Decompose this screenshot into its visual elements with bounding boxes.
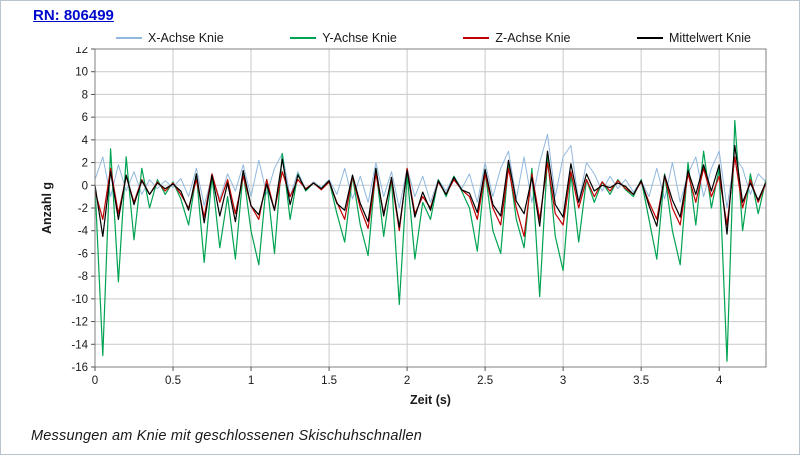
gridlines xyxy=(94,48,766,368)
chart-legend: X-Achse Knie Y-Achse Knie Z-Achse Knie Mitt… xyxy=(116,31,751,45)
svg-text:0: 0 xyxy=(82,180,88,192)
legend-item-3: Z-Achse Knie xyxy=(463,31,570,45)
svg-text:3: 3 xyxy=(560,375,566,387)
svg-text:-14: -14 xyxy=(71,339,88,351)
svg-text:6: 6 xyxy=(82,112,88,124)
svg-text:0: 0 xyxy=(92,375,98,387)
legend-item-2: Y-Achse Knie xyxy=(290,31,397,45)
legend-swatch xyxy=(116,37,142,39)
legend-swatch xyxy=(637,37,663,39)
legend-swatch xyxy=(463,37,490,39)
svg-text:4: 4 xyxy=(716,375,723,387)
svg-text:3.5: 3.5 xyxy=(633,375,649,387)
axis-tick-labels: -16 -14 -12 -10 -8 -6 -4 -2 0 2 4 6 8 10 12 0 0.5 1 1.5 2 2.… xyxy=(71,47,723,387)
chart-caption: Messungen am Knie mit geschlossenen Skis… xyxy=(31,428,423,444)
svg-text:-2: -2 xyxy=(78,203,88,215)
svg-text:1.5: 1.5 xyxy=(321,375,337,387)
svg-text:4: 4 xyxy=(82,135,89,147)
legend-label: X-Achse Knie xyxy=(148,31,224,45)
svg-text:2: 2 xyxy=(82,158,88,170)
series-line-1 xyxy=(94,133,767,209)
knee-acceleration-chart: -16 -14 -12 -10 -8 -6 -4 -2 0 2 4 6 8 10 12 0 0.5 1 1.5 2 2.… xyxy=(40,47,767,407)
legend-label: Y-Achse Knie xyxy=(322,31,397,45)
legend-item-1: X-Achse Knie xyxy=(116,31,224,45)
legend-swatch xyxy=(290,37,317,39)
svg-text:-4: -4 xyxy=(78,226,89,238)
svg-text:1: 1 xyxy=(248,375,254,387)
svg-text:12: 12 xyxy=(75,47,88,56)
svg-text:-6: -6 xyxy=(78,248,88,260)
svg-text:0.5: 0.5 xyxy=(165,375,181,387)
legend-item-4: Mittelwert Knie xyxy=(637,31,751,45)
page-title: RN: 806499 xyxy=(33,7,114,24)
legend-label: Mittelwert Knie xyxy=(669,31,751,45)
series-line-4 xyxy=(94,144,767,237)
svg-text:2: 2 xyxy=(404,375,410,387)
y-axis-title: Anzahl g xyxy=(40,182,54,234)
svg-text:10: 10 xyxy=(75,67,88,79)
svg-text:-12: -12 xyxy=(71,317,88,329)
svg-text:2.5: 2.5 xyxy=(477,375,493,387)
legend-label: Z-Achse Knie xyxy=(495,31,571,45)
series-line-2 xyxy=(94,119,767,362)
svg-text:-16: -16 xyxy=(71,362,88,374)
svg-text:8: 8 xyxy=(82,89,88,101)
x-axis-title: Zeit (s) xyxy=(410,393,451,407)
svg-text:-10: -10 xyxy=(71,294,88,306)
svg-text:-8: -8 xyxy=(78,271,88,283)
